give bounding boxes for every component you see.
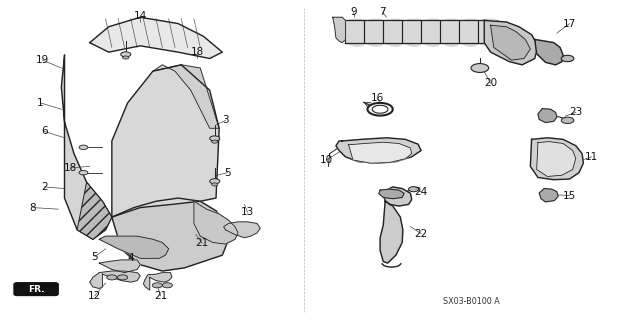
- Polygon shape: [384, 187, 411, 206]
- Polygon shape: [153, 65, 219, 128]
- Text: FR.: FR.: [29, 284, 45, 294]
- Circle shape: [79, 171, 88, 175]
- Polygon shape: [379, 189, 404, 199]
- Polygon shape: [194, 201, 238, 244]
- Polygon shape: [536, 142, 576, 177]
- Text: 21: 21: [195, 238, 209, 248]
- Polygon shape: [112, 65, 219, 217]
- Text: 7: 7: [379, 7, 386, 18]
- Polygon shape: [534, 39, 563, 65]
- Text: 15: 15: [563, 190, 576, 201]
- Text: 5: 5: [224, 168, 231, 178]
- Polygon shape: [100, 236, 169, 258]
- Text: 16: 16: [370, 93, 384, 103]
- Text: 18: 18: [64, 163, 77, 173]
- Text: 13: 13: [241, 207, 254, 217]
- Text: 3: 3: [222, 115, 229, 125]
- Circle shape: [210, 136, 220, 141]
- Text: 17: 17: [563, 19, 576, 28]
- Text: 22: 22: [415, 228, 428, 239]
- Circle shape: [120, 52, 131, 57]
- Text: 1: 1: [37, 98, 44, 108]
- Polygon shape: [484, 20, 538, 65]
- Circle shape: [210, 179, 220, 184]
- Polygon shape: [491, 25, 531, 60]
- Polygon shape: [77, 182, 112, 239]
- Circle shape: [561, 55, 574, 62]
- Polygon shape: [333, 17, 346, 43]
- Text: 21: 21: [154, 291, 167, 301]
- Circle shape: [107, 275, 117, 280]
- Text: 6: 6: [41, 126, 48, 136]
- Text: 24: 24: [415, 187, 428, 197]
- Circle shape: [561, 117, 574, 124]
- Polygon shape: [349, 142, 411, 163]
- Text: 9: 9: [351, 7, 357, 18]
- Text: 23: 23: [569, 108, 583, 117]
- Polygon shape: [90, 17, 223, 59]
- Circle shape: [212, 140, 218, 143]
- Polygon shape: [100, 260, 140, 273]
- Text: 20: 20: [484, 78, 497, 88]
- Circle shape: [471, 64, 489, 72]
- Polygon shape: [380, 201, 403, 263]
- Circle shape: [79, 145, 88, 149]
- Circle shape: [162, 283, 172, 288]
- Text: 10: 10: [320, 155, 333, 165]
- Text: 4: 4: [127, 253, 134, 263]
- Text: SX03-B0100 A: SX03-B0100 A: [443, 297, 500, 306]
- Circle shape: [152, 283, 162, 288]
- Text: 12: 12: [88, 291, 101, 301]
- Polygon shape: [112, 198, 229, 271]
- Circle shape: [212, 183, 218, 186]
- Circle shape: [117, 275, 127, 280]
- Polygon shape: [336, 138, 421, 163]
- Polygon shape: [539, 188, 558, 202]
- Circle shape: [408, 187, 418, 192]
- Polygon shape: [531, 138, 583, 180]
- Polygon shape: [538, 108, 557, 123]
- Text: 14: 14: [134, 11, 147, 21]
- Polygon shape: [224, 222, 260, 238]
- Text: 11: 11: [585, 152, 598, 162]
- Polygon shape: [61, 55, 112, 239]
- Polygon shape: [143, 273, 172, 290]
- Text: 8: 8: [30, 203, 36, 212]
- FancyBboxPatch shape: [14, 283, 58, 295]
- Text: 18: 18: [190, 47, 204, 57]
- Text: 19: 19: [36, 55, 49, 65]
- Text: 5: 5: [91, 252, 98, 262]
- Circle shape: [122, 56, 129, 59]
- Polygon shape: [90, 271, 140, 288]
- Text: 2: 2: [41, 182, 48, 192]
